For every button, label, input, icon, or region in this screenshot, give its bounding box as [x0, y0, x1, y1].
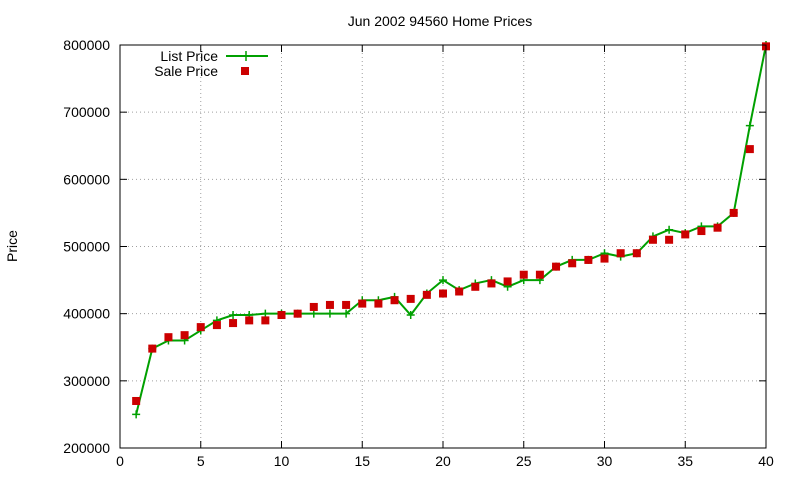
sale-price-point [681, 230, 690, 239]
sale-price-point [229, 319, 238, 328]
plot-border [119, 44, 767, 449]
sale-price-point [212, 321, 221, 330]
legend: List Price Sale Price [154, 48, 268, 79]
y-tick-label: 400000 [63, 306, 110, 322]
sale-price-point [325, 300, 334, 309]
sale-price-point [648, 235, 657, 244]
chart-title: Jun 2002 94560 Home Prices [348, 13, 532, 29]
sale-price-point [503, 277, 512, 286]
sale-price-point [616, 249, 625, 258]
x-tick-label: 30 [597, 453, 613, 469]
sale-price-point [487, 279, 496, 288]
x-tick-label: 25 [516, 453, 532, 469]
sale-price-point [600, 254, 609, 263]
y-tick-label: 700000 [63, 104, 110, 120]
legend-label-list-price: List Price [160, 48, 218, 64]
x-tick-label: 35 [677, 453, 693, 469]
sale-price-point [535, 270, 544, 279]
x-tick-label: 10 [274, 453, 290, 469]
x-tick-label: 0 [116, 453, 124, 469]
x-tick-label: 20 [435, 453, 451, 469]
sale-price-point [293, 309, 302, 318]
sale-price-point [164, 333, 173, 342]
y-tick-label: 500000 [63, 239, 110, 255]
sale-price-point [471, 282, 480, 291]
y-tick-label: 200000 [63, 440, 110, 456]
sale-price-point [358, 299, 367, 308]
list-price-point [132, 410, 141, 419]
list-price-point [406, 311, 415, 320]
sale-price-point [713, 223, 722, 232]
sale-price-point [245, 316, 254, 325]
list-price-line [135, 44, 767, 415]
y-tick-label: 300000 [63, 373, 110, 389]
list-price-point [745, 121, 754, 130]
list-price-point [229, 311, 238, 320]
list-price-point [665, 225, 674, 234]
sale-price-point [132, 396, 141, 405]
x-tick-label: 40 [758, 453, 774, 469]
legend-marker-sale-price [241, 67, 249, 75]
sale-price-point [455, 287, 464, 296]
legend-label-sale-price: Sale Price [154, 63, 218, 79]
sale-price-point [196, 323, 205, 332]
sale-price-point [568, 259, 577, 268]
list-price-point [261, 309, 270, 318]
legend-marker-list-price [241, 51, 251, 61]
sale-price-point [148, 344, 157, 353]
sale-price-point [342, 300, 351, 309]
sale-price-point [697, 227, 706, 236]
list-price-point [309, 309, 318, 318]
sale-price-point [552, 262, 561, 271]
sale-price-point [277, 311, 286, 320]
axis-ticks: 0 5 10 15 20 25 30 35 40 200000 300000 400000 500000… [63, 37, 774, 469]
sale-price-point [422, 290, 431, 299]
list-price-point [439, 276, 447, 285]
list-price-point [325, 309, 334, 318]
sale-price-point [584, 255, 593, 264]
sale-price-point [390, 296, 399, 305]
list-price-point [342, 309, 351, 318]
grid-lines [120, 45, 766, 448]
sale-price-point [439, 289, 447, 298]
sale-price-point [374, 299, 383, 308]
sale-price-point [406, 294, 415, 303]
x-tick-label: 5 [197, 453, 205, 469]
sale-price-point [519, 270, 528, 279]
y-tick-label: 600000 [63, 171, 110, 187]
sale-price-point [180, 331, 189, 340]
sale-price-point [261, 316, 270, 325]
sale-price-point [745, 145, 754, 154]
x-tick-label: 15 [354, 453, 370, 469]
series-layer [132, 41, 770, 419]
sale-price-point [729, 208, 738, 217]
sale-price-point [665, 235, 674, 244]
sale-price-point [309, 302, 318, 311]
sale-price-point [632, 249, 641, 258]
y-tick-label: 800000 [63, 37, 110, 53]
y-axis-label: Price [4, 230, 20, 262]
